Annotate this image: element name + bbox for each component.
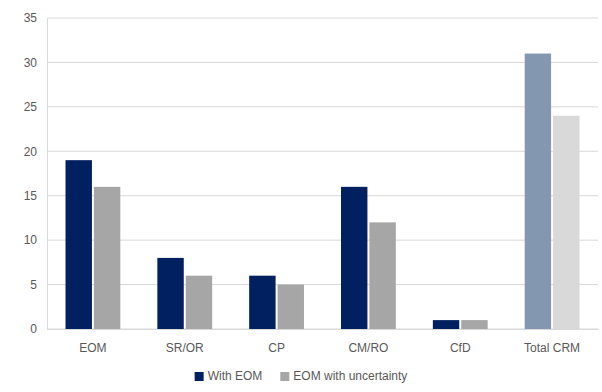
bar xyxy=(157,258,183,329)
legend-label: With EOM xyxy=(208,369,263,383)
x-tick: Total CRM xyxy=(524,329,580,355)
legend-label: EOM with uncertainty xyxy=(293,369,407,383)
x-tick-label: CP xyxy=(268,341,285,355)
y-tick: 20 xyxy=(24,145,47,159)
bar xyxy=(553,116,579,329)
bar xyxy=(186,276,212,329)
bar-series xyxy=(66,54,552,329)
y-tick: 25 xyxy=(24,100,47,114)
bars xyxy=(66,54,580,329)
bar xyxy=(94,187,120,329)
y-tick: 10 xyxy=(24,233,47,247)
y-tick-label: 10 xyxy=(24,233,38,247)
legend-swatch xyxy=(195,372,204,381)
x-tick: SR/OR xyxy=(166,329,204,355)
y-tick-label: 15 xyxy=(24,189,38,203)
x-tick: CfD xyxy=(450,329,471,355)
y-tick: 15 xyxy=(24,189,47,203)
y-tick: 30 xyxy=(24,56,47,70)
bar xyxy=(66,160,92,329)
x-tick: CM/RO xyxy=(348,329,388,355)
chart: 0 5 10 15 20 25 30 35 EOM SR/OR CP CM/RO CfD Total CR… xyxy=(0,0,602,392)
y-tick: 0 xyxy=(30,322,47,336)
x-tick-label: Total CRM xyxy=(524,341,580,355)
y-tick-label: 20 xyxy=(24,145,38,159)
bar xyxy=(461,320,487,329)
y-tick-label: 5 xyxy=(30,278,37,292)
y-tick-label: 0 xyxy=(30,322,37,336)
bar xyxy=(369,222,395,329)
y-tick: 35 xyxy=(24,11,47,25)
legend-swatch xyxy=(280,372,289,381)
bar xyxy=(341,187,367,329)
bar xyxy=(278,285,304,329)
grid-line xyxy=(47,18,598,19)
bar xyxy=(525,54,551,329)
grid-line xyxy=(47,106,598,107)
y-tick-label: 25 xyxy=(24,100,38,114)
grid-line xyxy=(47,329,598,330)
y-axis-line xyxy=(47,19,48,330)
x-tick-label: EOM xyxy=(79,341,106,355)
y-axis: 0 5 10 15 20 25 30 35 xyxy=(24,11,48,336)
x-tick: EOM xyxy=(79,329,106,355)
grid-line xyxy=(47,151,598,152)
x-axis: EOM SR/OR CP CM/RO CfD Total CRM xyxy=(48,329,599,355)
x-tick-label: CM/RO xyxy=(348,341,388,355)
bar xyxy=(433,320,459,329)
x-tick: CP xyxy=(268,329,285,355)
y-tick: 5 xyxy=(30,278,47,292)
x-tick-label: SR/OR xyxy=(166,341,204,355)
grid xyxy=(47,18,598,329)
legend-item: EOM with uncertainty xyxy=(280,369,407,383)
grid-line xyxy=(47,195,598,196)
grid-line xyxy=(47,62,598,63)
y-tick-label: 30 xyxy=(24,56,38,70)
legend-item: With EOM xyxy=(195,369,263,383)
y-tick-label: 35 xyxy=(24,11,38,25)
bar-series xyxy=(94,116,580,329)
legend: With EOM EOM with uncertainty xyxy=(195,369,408,383)
plot-area: 0 5 10 15 20 25 30 35 EOM SR/OR CP CM/RO CfD Total CR… xyxy=(24,11,599,354)
grid-line xyxy=(47,284,598,285)
bar xyxy=(249,276,275,329)
x-axis-line xyxy=(48,329,599,330)
grid-line xyxy=(47,240,598,241)
x-tick-label: CfD xyxy=(450,341,471,355)
